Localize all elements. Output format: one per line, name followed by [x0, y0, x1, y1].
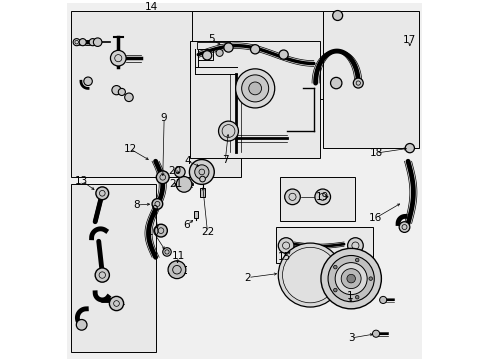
- Text: 2: 2: [244, 273, 251, 283]
- Circle shape: [284, 189, 300, 204]
- Circle shape: [327, 256, 373, 302]
- Circle shape: [334, 262, 366, 294]
- Text: 12: 12: [123, 144, 136, 154]
- Bar: [276, 227, 372, 262]
- Text: 10: 10: [146, 227, 160, 237]
- Circle shape: [347, 238, 363, 253]
- Text: 9: 9: [151, 205, 158, 215]
- Circle shape: [278, 243, 342, 307]
- Text: 9: 9: [161, 113, 167, 123]
- Circle shape: [248, 82, 261, 95]
- Bar: [190, 41, 319, 158]
- Bar: [71, 11, 241, 177]
- Circle shape: [76, 320, 87, 330]
- Text: 16: 16: [368, 213, 381, 223]
- Circle shape: [156, 171, 169, 184]
- Circle shape: [333, 288, 336, 292]
- Circle shape: [250, 45, 259, 54]
- Circle shape: [355, 258, 358, 262]
- Circle shape: [235, 69, 274, 108]
- Circle shape: [405, 144, 414, 153]
- Text: 15: 15: [277, 252, 290, 262]
- Bar: [191, 11, 323, 99]
- Circle shape: [398, 222, 409, 233]
- Bar: [280, 176, 355, 221]
- Circle shape: [95, 268, 109, 282]
- Circle shape: [218, 121, 238, 141]
- Circle shape: [341, 269, 360, 289]
- Circle shape: [355, 296, 358, 299]
- Circle shape: [352, 78, 363, 88]
- Bar: [200, 188, 205, 197]
- Bar: [194, 90, 200, 94]
- Text: 4: 4: [184, 156, 190, 166]
- Text: 6: 6: [183, 220, 190, 230]
- Circle shape: [168, 261, 185, 279]
- Bar: [86, 223, 97, 227]
- Text: 7: 7: [222, 155, 228, 165]
- Bar: [86, 283, 95, 288]
- Circle shape: [112, 86, 121, 95]
- Bar: [194, 211, 198, 218]
- Bar: [123, 84, 132, 89]
- Circle shape: [118, 89, 125, 95]
- Circle shape: [379, 296, 386, 303]
- Circle shape: [330, 77, 341, 89]
- Circle shape: [202, 51, 211, 60]
- Circle shape: [279, 50, 287, 59]
- Circle shape: [124, 93, 133, 102]
- Text: 1: 1: [346, 291, 353, 301]
- Circle shape: [174, 167, 185, 177]
- Circle shape: [96, 187, 108, 200]
- Bar: [71, 184, 155, 351]
- Text: 5: 5: [208, 34, 215, 44]
- Circle shape: [224, 43, 233, 52]
- Text: 8: 8: [133, 200, 140, 210]
- Circle shape: [278, 238, 293, 253]
- Circle shape: [79, 39, 86, 46]
- Circle shape: [320, 248, 381, 309]
- Circle shape: [154, 224, 167, 237]
- Text: 22: 22: [201, 228, 214, 237]
- Circle shape: [163, 248, 171, 256]
- Circle shape: [333, 265, 336, 269]
- Circle shape: [314, 189, 330, 204]
- Circle shape: [83, 77, 92, 86]
- Circle shape: [332, 10, 342, 21]
- Circle shape: [368, 277, 372, 280]
- Circle shape: [93, 38, 102, 46]
- Text: 19: 19: [315, 192, 329, 202]
- Text: 3: 3: [347, 333, 354, 343]
- Circle shape: [241, 75, 268, 102]
- Circle shape: [372, 330, 379, 337]
- Circle shape: [189, 159, 214, 184]
- Circle shape: [110, 50, 126, 66]
- Text: 18: 18: [368, 148, 382, 158]
- Text: 11: 11: [171, 251, 184, 261]
- Circle shape: [194, 165, 208, 179]
- Circle shape: [176, 176, 191, 192]
- Text: 13: 13: [75, 176, 88, 186]
- Text: 20: 20: [168, 166, 182, 176]
- Circle shape: [73, 39, 80, 46]
- Circle shape: [89, 39, 96, 46]
- Bar: [322, 11, 418, 148]
- Circle shape: [152, 199, 163, 209]
- Circle shape: [346, 274, 355, 283]
- Bar: [300, 193, 317, 201]
- Circle shape: [216, 49, 223, 57]
- Text: 17: 17: [403, 35, 416, 45]
- Circle shape: [282, 247, 337, 303]
- Circle shape: [199, 176, 205, 182]
- Text: 14: 14: [144, 2, 158, 12]
- Text: 21: 21: [169, 179, 182, 189]
- Circle shape: [109, 296, 123, 311]
